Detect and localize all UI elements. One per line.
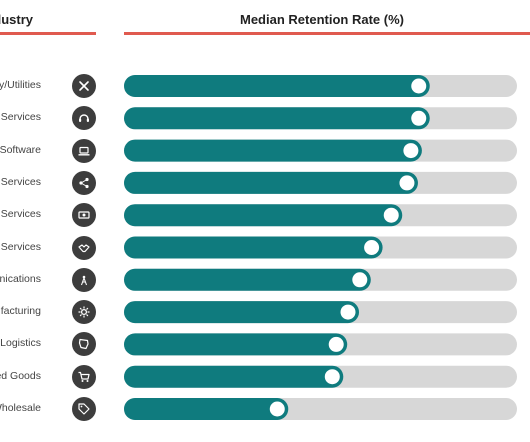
laptop-icon — [72, 138, 96, 163]
category-label: Services — [0, 111, 41, 124]
bar-value — [124, 171, 418, 194]
category-label: Services — [0, 208, 41, 221]
tag-icon — [72, 397, 96, 421]
category-label: Services — [0, 240, 41, 253]
bar-end-marker — [328, 336, 344, 352]
antenna-icon — [72, 267, 96, 292]
bar-value — [124, 107, 430, 130]
bar-end-marker — [383, 207, 399, 223]
category-label: Services — [0, 175, 41, 188]
category-label: Software — [0, 143, 41, 156]
bar-end-marker — [352, 272, 368, 288]
category-label: y/Utilities — [0, 79, 41, 91]
bar-end-marker — [399, 175, 415, 191]
category-label: Wholesale — [0, 402, 41, 414]
bar-value — [124, 333, 348, 356]
category-label: ed Goods — [0, 369, 41, 382]
bar-value — [124, 301, 360, 324]
bar-end-marker — [403, 143, 419, 159]
bar-value — [124, 398, 289, 420]
bar-end-marker — [364, 240, 380, 255]
handshake-icon — [72, 235, 96, 260]
category-label: ufacturing — [0, 305, 41, 318]
bar-value — [124, 204, 403, 227]
headset-icon — [72, 106, 96, 131]
bar-value — [124, 75, 430, 97]
bar-value — [124, 236, 383, 259]
cash-icon — [72, 203, 96, 228]
header-rule-right — [124, 32, 530, 35]
bar-end-marker — [340, 304, 356, 320]
bar-value — [124, 268, 371, 291]
tools-icon — [72, 74, 96, 98]
category-label: Logistics — [0, 337, 41, 350]
map-icon — [72, 332, 96, 357]
bar-value — [124, 365, 344, 388]
bar-end-marker — [269, 401, 285, 417]
bar-end-marker — [411, 78, 427, 94]
header-rule-left — [0, 32, 96, 35]
retention-header: Median Retention Rate (%) — [240, 12, 404, 27]
bar-value — [124, 139, 422, 162]
bar-end-marker — [324, 369, 340, 385]
cart-icon — [72, 364, 96, 389]
bar-end-marker — [411, 110, 427, 126]
industry-header: Industry — [0, 12, 33, 27]
category-label: nications — [0, 272, 41, 285]
share-icon — [72, 170, 96, 195]
gear-icon — [72, 300, 96, 325]
